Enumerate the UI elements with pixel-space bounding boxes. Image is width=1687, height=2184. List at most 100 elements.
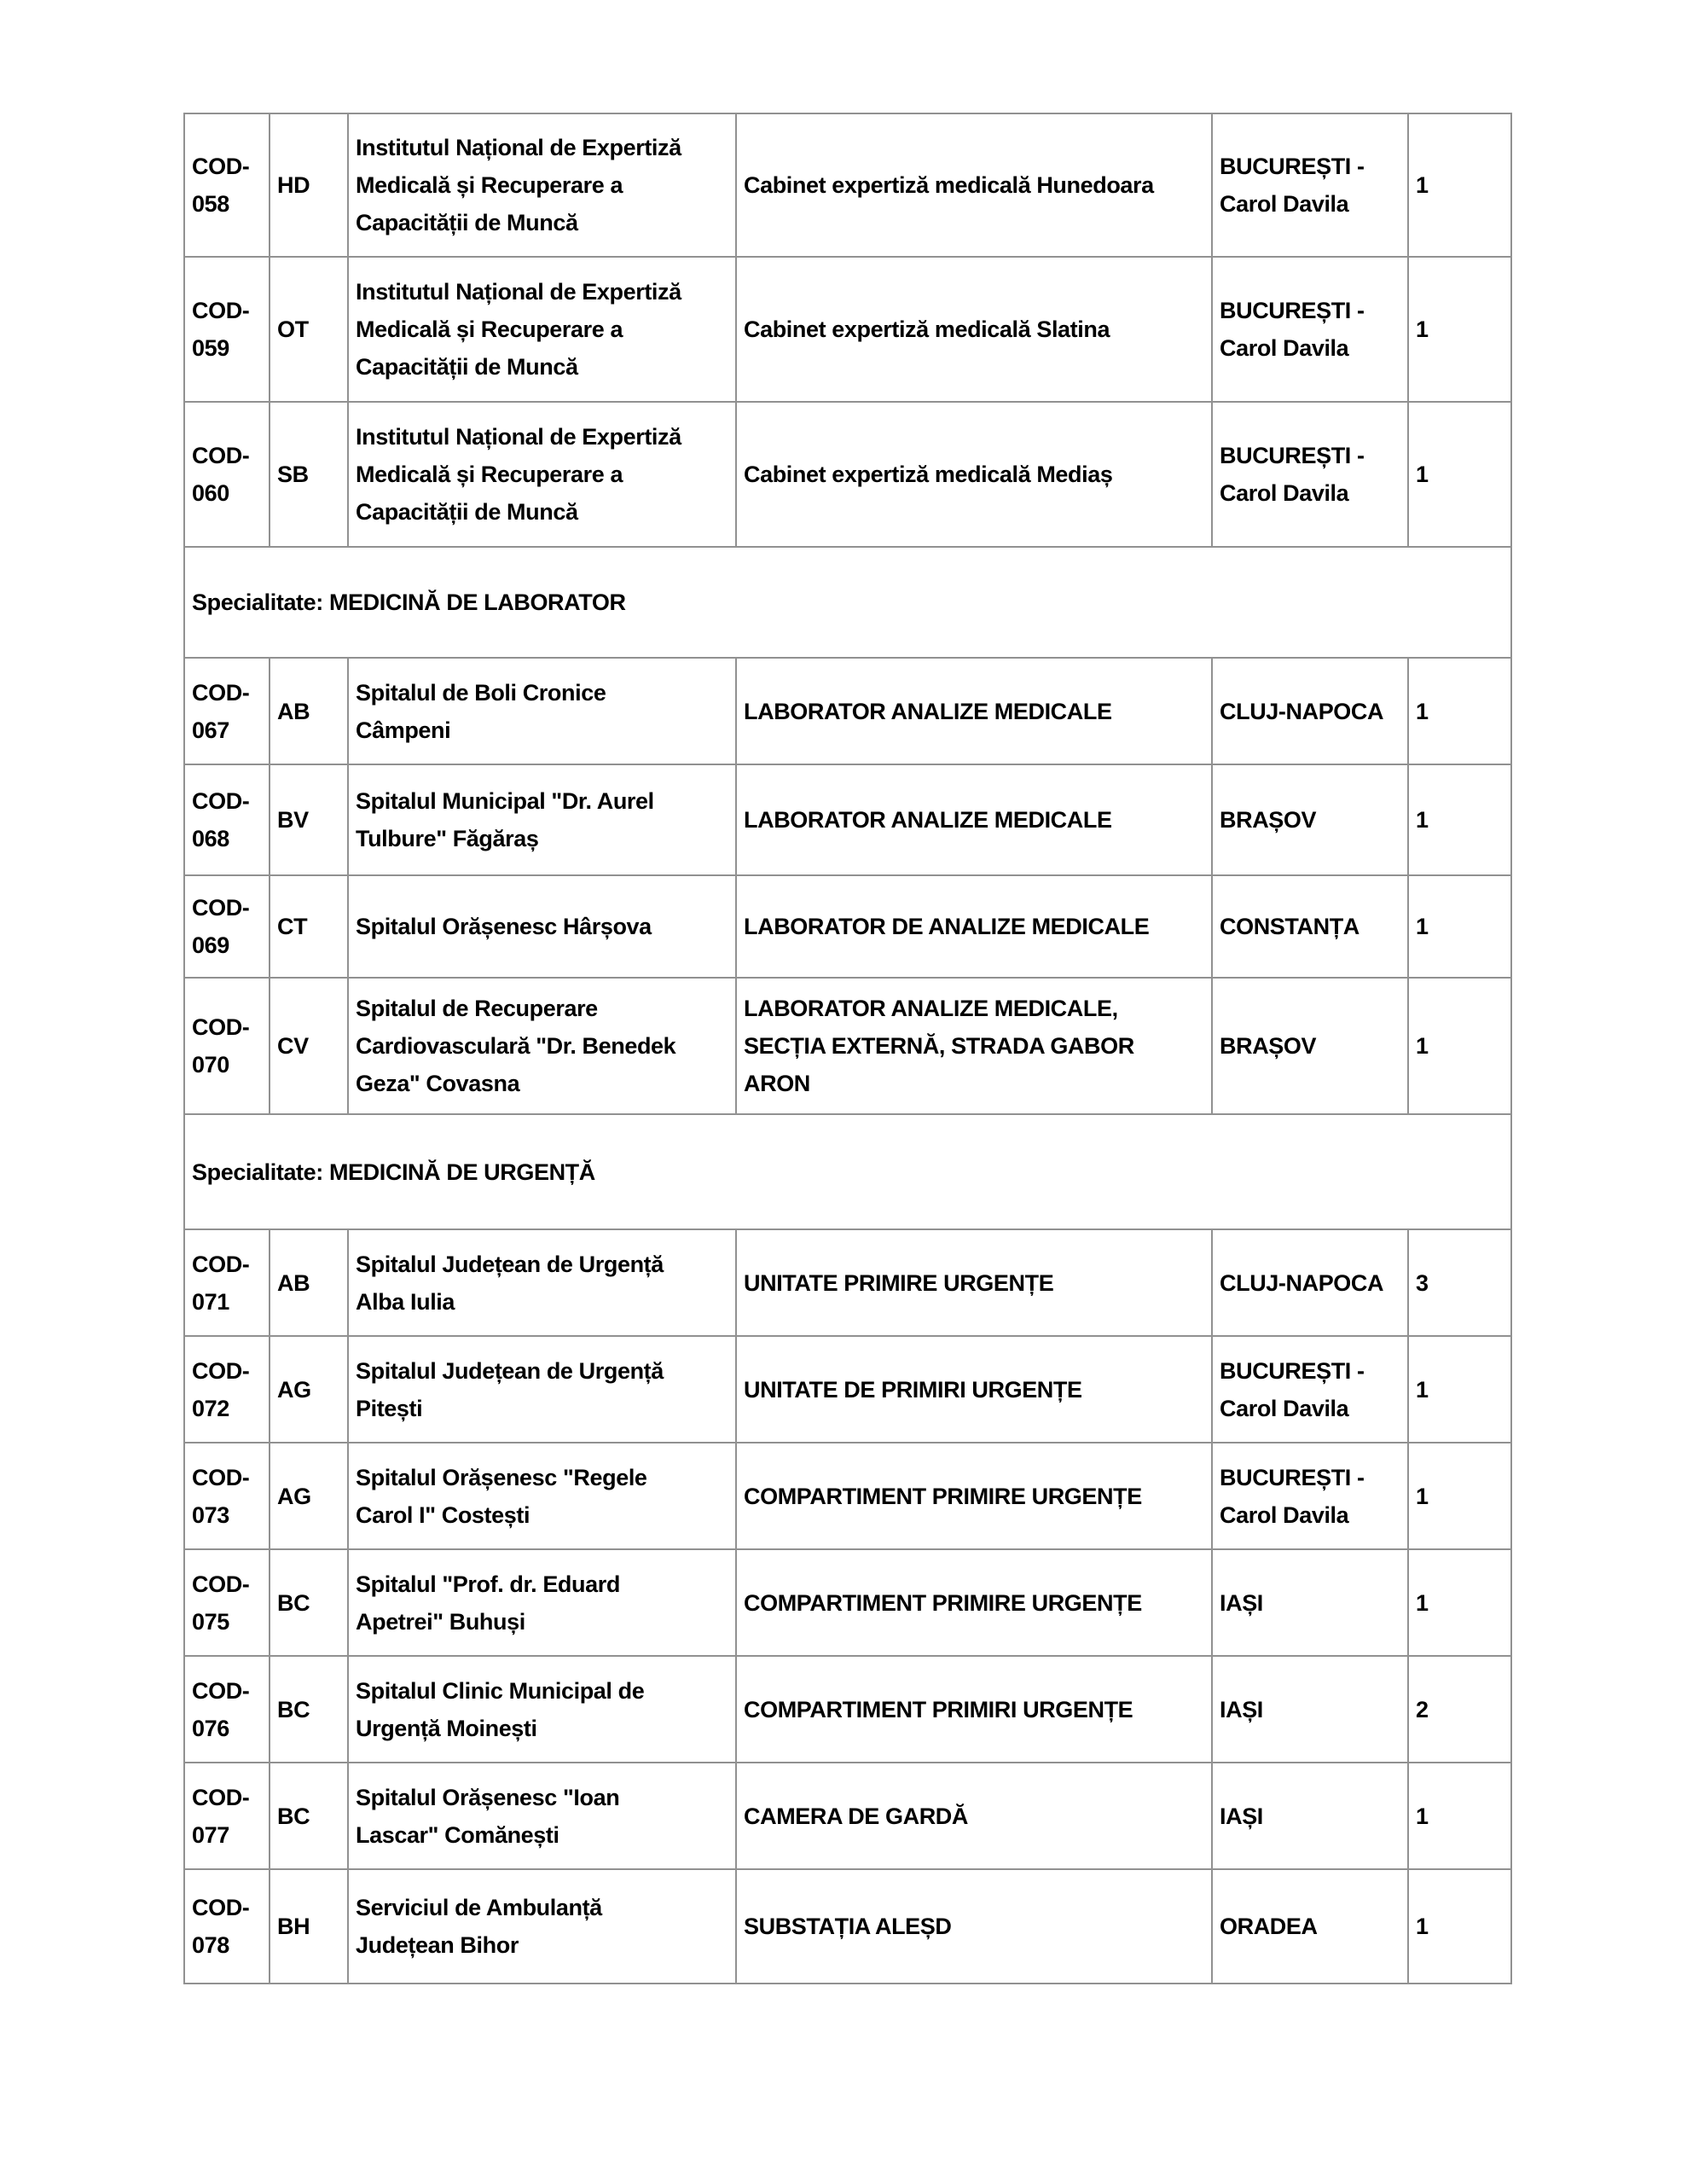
count-cell: 1 bbox=[1407, 977, 1512, 1115]
county-cell: AG bbox=[269, 1335, 349, 1443]
code-cell: COD-078 bbox=[183, 1868, 270, 1984]
city-cell: BRAȘOV bbox=[1211, 764, 1409, 876]
institution-cell: Serviciul de Ambulanță Județean Bihor bbox=[347, 1868, 737, 1984]
table-row: COD-069 CT Spitalul Orășenesc Hârșova LA… bbox=[183, 874, 1512, 979]
code-cell: COD-077 bbox=[183, 1762, 270, 1870]
county-cell: BC bbox=[269, 1548, 349, 1657]
table-row: COD-073 AG Spitalul Orășenesc "Regele Ca… bbox=[183, 1442, 1512, 1550]
city-cell: BUCUREȘTI - Carol Davila bbox=[1211, 1335, 1409, 1443]
count-cell: 1 bbox=[1407, 1335, 1512, 1443]
code-cell: COD-075 bbox=[183, 1548, 270, 1657]
county-cell: AB bbox=[269, 657, 349, 765]
count-cell: 3 bbox=[1407, 1228, 1512, 1337]
code-cell: COD-071 bbox=[183, 1228, 270, 1337]
institution-cell: Spitalul Orășenesc Hârșova bbox=[347, 874, 737, 979]
count-cell: 1 bbox=[1407, 657, 1512, 765]
city-cell: CLUJ-NAPOCA bbox=[1211, 1228, 1409, 1337]
table-row: COD-076 BC Spitalul Clinic Municipal de … bbox=[183, 1655, 1512, 1763]
specialty-cell: Cabinet expertiză medicală Hunedoara bbox=[735, 113, 1213, 258]
county-cell: SB bbox=[269, 401, 349, 548]
count-cell: 1 bbox=[1407, 401, 1512, 548]
specialty-cell: Cabinet expertiză medicală Mediaș bbox=[735, 401, 1213, 548]
county-cell: AG bbox=[269, 1442, 349, 1550]
county-cell: BC bbox=[269, 1762, 349, 1870]
table-row: COD-072 AG Spitalul Județean de Urgență … bbox=[183, 1335, 1512, 1443]
city-cell: IAȘI bbox=[1211, 1762, 1409, 1870]
institution-cell: Institutul Național de Expertiză Medical… bbox=[347, 401, 737, 548]
county-cell: OT bbox=[269, 256, 349, 403]
institution-cell: Spitalul de Recuperare Cardiovasculară "… bbox=[347, 977, 737, 1115]
section-row: Specialitate: MEDICINĂ DE URGENȚĂ bbox=[183, 1113, 1512, 1230]
institution-cell: Institutul Național de Expertiză Medical… bbox=[347, 113, 737, 258]
code-cell: COD-068 bbox=[183, 764, 270, 876]
specialty-cell: SUBSTAȚIA ALEȘD bbox=[735, 1868, 1213, 1984]
county-cell: CV bbox=[269, 977, 349, 1115]
count-cell: 1 bbox=[1407, 1762, 1512, 1870]
table-row: COD-078 BH Serviciul de Ambulanță Județe… bbox=[183, 1868, 1512, 1984]
code-cell: COD-058 bbox=[183, 113, 270, 258]
city-cell: BRAȘOV bbox=[1211, 977, 1409, 1115]
table-row: COD-059 OT Institutul Național de Expert… bbox=[183, 256, 1512, 403]
institution-cell: Spitalul Orășenesc "Ioan Lascar" Comăneș… bbox=[347, 1762, 737, 1870]
code-cell: COD-073 bbox=[183, 1442, 270, 1550]
count-cell: 1 bbox=[1407, 764, 1512, 876]
count-cell: 1 bbox=[1407, 113, 1512, 258]
code-cell: COD-076 bbox=[183, 1655, 270, 1763]
county-cell: BV bbox=[269, 764, 349, 876]
county-cell: BC bbox=[269, 1655, 349, 1763]
specialty-cell: LABORATOR ANALIZE MEDICALE bbox=[735, 764, 1213, 876]
city-cell: IAȘI bbox=[1211, 1548, 1409, 1657]
institution-cell: Spitalul "Prof. dr. Eduard Apetrei" Buhu… bbox=[347, 1548, 737, 1657]
code-cell: COD-067 bbox=[183, 657, 270, 765]
institution-cell: Spitalul Municipal "Dr. Aurel Tulbure" F… bbox=[347, 764, 737, 876]
specialty-cell: LABORATOR ANALIZE MEDICALE bbox=[735, 657, 1213, 765]
institution-cell: Spitalul Județean de Urgență Pitești bbox=[347, 1335, 737, 1443]
table-row: COD-070 CV Spitalul de Recuperare Cardio… bbox=[183, 977, 1512, 1115]
city-cell: CLUJ-NAPOCA bbox=[1211, 657, 1409, 765]
table-row: COD-077 BC Spitalul Orășenesc "Ioan Lasc… bbox=[183, 1762, 1512, 1870]
county-cell: CT bbox=[269, 874, 349, 979]
count-cell: 2 bbox=[1407, 1655, 1512, 1763]
section-header: Specialitate: MEDICINĂ DE LABORATOR bbox=[183, 546, 1512, 659]
count-cell: 1 bbox=[1407, 1548, 1512, 1657]
specialty-cell: COMPARTIMENT PRIMIRE URGENȚE bbox=[735, 1442, 1213, 1550]
city-cell: BUCUREȘTI - Carol Davila bbox=[1211, 256, 1409, 403]
specialty-cell: UNITATE PRIMIRE URGENȚE bbox=[735, 1228, 1213, 1337]
specialty-cell: UNITATE DE PRIMIRI URGENȚE bbox=[735, 1335, 1213, 1443]
institution-cell: Spitalul Orășenesc "Regele Carol I" Cost… bbox=[347, 1442, 737, 1550]
county-cell: HD bbox=[269, 113, 349, 258]
code-cell: COD-060 bbox=[183, 401, 270, 548]
section-row: Specialitate: MEDICINĂ DE LABORATOR bbox=[183, 546, 1512, 659]
positions-table: COD-058 HD Institutul Național de Expert… bbox=[183, 113, 1512, 1984]
table-row: COD-058 HD Institutul Național de Expert… bbox=[183, 113, 1512, 258]
code-cell: COD-072 bbox=[183, 1335, 270, 1443]
institution-cell: Spitalul Clinic Municipal de Urgență Moi… bbox=[347, 1655, 737, 1763]
count-cell: 1 bbox=[1407, 874, 1512, 979]
count-cell: 1 bbox=[1407, 1868, 1512, 1984]
city-cell: ORADEA bbox=[1211, 1868, 1409, 1984]
city-cell: BUCUREȘTI - Carol Davila bbox=[1211, 113, 1409, 258]
count-cell: 1 bbox=[1407, 256, 1512, 403]
code-cell: COD-069 bbox=[183, 874, 270, 979]
table-row: COD-075 BC Spitalul "Prof. dr. Eduard Ap… bbox=[183, 1548, 1512, 1657]
code-cell: COD-059 bbox=[183, 256, 270, 403]
county-cell: BH bbox=[269, 1868, 349, 1984]
count-cell: 1 bbox=[1407, 1442, 1512, 1550]
specialty-cell: CAMERA DE GARDĂ bbox=[735, 1762, 1213, 1870]
specialty-cell: LABORATOR DE ANALIZE MEDICALE bbox=[735, 874, 1213, 979]
section-header: Specialitate: MEDICINĂ DE URGENȚĂ bbox=[183, 1113, 1512, 1230]
specialty-cell: Cabinet expertiză medicală Slatina bbox=[735, 256, 1213, 403]
institution-cell: Institutul Național de Expertiză Medical… bbox=[347, 256, 737, 403]
code-cell: COD-070 bbox=[183, 977, 270, 1115]
table-row: COD-060 SB Institutul Național de Expert… bbox=[183, 401, 1512, 548]
specialty-cell: COMPARTIMENT PRIMIRI URGENȚE bbox=[735, 1655, 1213, 1763]
city-cell: BUCUREȘTI - Carol Davila bbox=[1211, 1442, 1409, 1550]
table-row: COD-067 AB Spitalul de Boli Cronice Câmp… bbox=[183, 657, 1512, 765]
specialty-cell: LABORATOR ANALIZE MEDICALE, SECȚIA EXTER… bbox=[735, 977, 1213, 1115]
institution-cell: Spitalul de Boli Cronice Câmpeni bbox=[347, 657, 737, 765]
table-row: COD-071 AB Spitalul Județean de Urgență … bbox=[183, 1228, 1512, 1337]
specialty-cell: COMPARTIMENT PRIMIRE URGENȚE bbox=[735, 1548, 1213, 1657]
city-cell: IAȘI bbox=[1211, 1655, 1409, 1763]
institution-cell: Spitalul Județean de Urgență Alba Iulia bbox=[347, 1228, 737, 1337]
